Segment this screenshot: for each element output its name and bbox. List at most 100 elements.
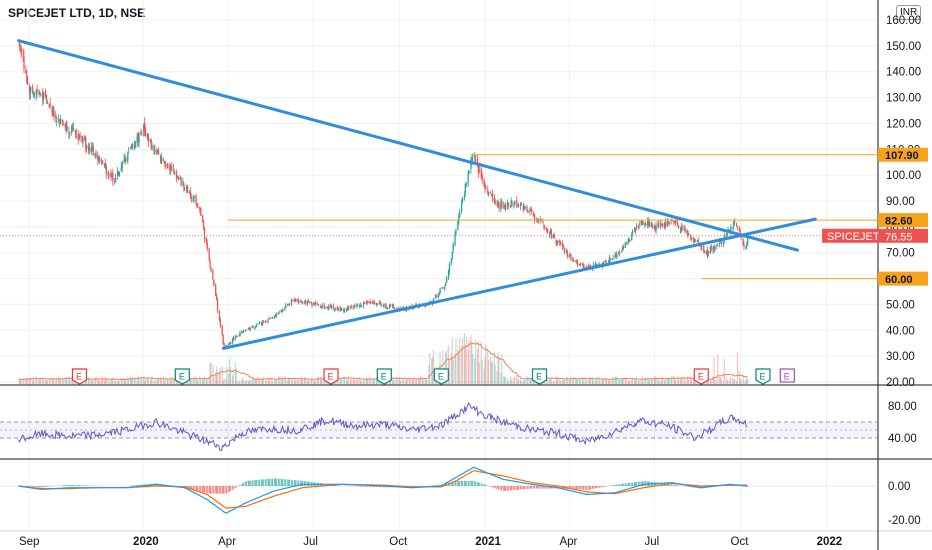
volume-bar <box>459 338 461 384</box>
candle-body <box>661 225 663 226</box>
candle-body <box>193 196 195 198</box>
macd-histogram-bar <box>197 486 199 491</box>
candle-body <box>432 298 435 302</box>
candle-body <box>706 249 709 257</box>
macd-histogram-bar <box>268 478 270 486</box>
candle-body <box>484 185 486 189</box>
macd-histogram-bar <box>472 480 474 486</box>
macd-histogram-bar <box>585 486 587 490</box>
macd-histogram-bar <box>535 486 537 489</box>
macd-histogram-bar <box>140 484 142 486</box>
volume-bar <box>727 380 729 384</box>
candle-body <box>48 104 50 108</box>
candle-body <box>621 248 624 252</box>
candle-body <box>557 241 559 243</box>
volume-bar <box>56 377 58 384</box>
macd-histogram-bar <box>202 486 205 493</box>
candle-body <box>667 222 669 224</box>
earnings-marker[interactable]: E <box>531 368 548 385</box>
macd-histogram-bar <box>598 486 600 488</box>
y-tick-label: 70.00 <box>886 248 915 260</box>
macd-histogram-bar <box>65 485 67 486</box>
volume-bar <box>507 380 509 384</box>
volume-bar <box>247 380 249 384</box>
candle-body <box>264 321 266 323</box>
candle-body <box>445 283 447 286</box>
volume-bar <box>157 379 159 384</box>
macd-histogram-bar <box>513 486 515 491</box>
volume-bar <box>668 378 670 384</box>
candle-body <box>632 231 634 234</box>
earnings-marker[interactable]: E <box>693 368 709 385</box>
macd-histogram-bar <box>540 486 542 489</box>
macd-histogram-bar <box>644 480 646 486</box>
candle-body <box>160 156 163 164</box>
macd-histogram-bar <box>575 486 578 490</box>
volume-bar <box>660 380 662 384</box>
earnings-marker[interactable]: E <box>755 368 771 385</box>
current-price-tag-bg <box>878 228 928 243</box>
candle-body <box>49 104 51 106</box>
candle-body <box>288 304 291 306</box>
macd-histogram-bar <box>504 486 507 491</box>
volume-bar <box>374 380 376 384</box>
macd-histogram-bar <box>568 486 570 490</box>
macd-histogram-bar <box>40 486 42 488</box>
volume-bar <box>33 380 35 384</box>
volume-bar <box>705 380 708 384</box>
macd-histogram-bar <box>458 480 460 486</box>
volume-bar <box>612 378 614 384</box>
volume-bar <box>523 379 525 384</box>
volume-bar <box>195 377 197 384</box>
volume-bar <box>408 377 410 384</box>
candle-body <box>43 92 45 100</box>
volume-bar <box>32 376 34 384</box>
earnings-marker[interactable]: E <box>174 368 190 385</box>
grid-lines <box>0 0 878 531</box>
candle-body <box>437 294 439 298</box>
candle-body <box>98 157 100 161</box>
earnings-marker[interactable]: E <box>71 368 88 385</box>
volume-bar <box>219 368 221 384</box>
candle-body <box>714 245 716 250</box>
candle-body <box>668 221 670 224</box>
candle-body <box>745 246 747 247</box>
earnings-marker[interactable]: E <box>376 368 392 385</box>
earnings-marker[interactable]: E <box>433 368 449 385</box>
macd-histogram-bar <box>518 486 520 490</box>
currency-toggle[interactable]: INR <box>896 5 922 20</box>
candle-body <box>732 226 734 228</box>
candle-body <box>53 109 55 118</box>
macd-histogram-bar <box>39 486 41 488</box>
macd-histogram-bar <box>282 479 284 486</box>
volume-bar <box>265 380 267 384</box>
candle-body <box>311 302 313 306</box>
candle-body <box>573 260 575 262</box>
macd-histogram-bar <box>493 486 495 488</box>
volume-bar <box>730 376 732 384</box>
volume-bar <box>670 378 672 384</box>
macd-histogram-bar <box>304 481 307 486</box>
volume-bar <box>688 379 690 384</box>
candle-body <box>568 255 570 258</box>
volume-bar <box>671 376 673 384</box>
candle-body <box>62 123 64 125</box>
candle-body <box>686 231 688 233</box>
macd-signal-line <box>18 470 748 509</box>
candle-body <box>57 119 60 121</box>
candle-body <box>556 243 558 245</box>
volume-bar <box>51 377 53 384</box>
volume-bar <box>439 351 441 384</box>
macd-histogram-bar <box>264 479 266 486</box>
candle-body <box>336 307 338 310</box>
earnings-marker[interactable]: E <box>779 368 795 383</box>
candle-body <box>200 208 202 216</box>
candle-body <box>206 242 208 250</box>
volume-bar <box>71 379 74 384</box>
volume-bar <box>496 371 498 384</box>
earnings-marker[interactable]: E <box>323 368 339 385</box>
volume-bar <box>343 376 345 384</box>
macd-histogram-bar <box>544 486 546 489</box>
volume-bar <box>518 378 520 384</box>
